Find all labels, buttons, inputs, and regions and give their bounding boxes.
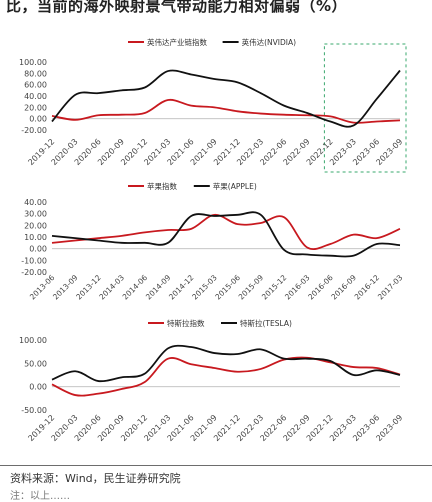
y-tick-label: 0.00 [29, 115, 47, 124]
chart-tesla: 100.0050.000.00-50.002019-122020-032020-… [0, 314, 432, 454]
series-line-1 [52, 346, 400, 382]
legend-label: 特斯拉指数 [167, 318, 205, 328]
y-tick-label: -20.00 [21, 126, 47, 135]
y-tick-label: 60.00 [24, 81, 47, 90]
y-tick-label: -50.00 [21, 406, 47, 415]
y-tick-label: 20.00 [24, 103, 47, 112]
legend-label: 苹果指数 [147, 181, 177, 191]
y-tick-label: -20.00 [21, 268, 47, 277]
y-tick-label: 20.00 [24, 221, 47, 230]
legend-label: 英伟达产业链指数 [147, 37, 207, 47]
page-title: 比，当前的海外映射景气带动能力相对偏弱（%） [6, 0, 347, 16]
chart-nvidia: 100.0080.0060.0040.0020.000.00-20.002019… [0, 32, 432, 182]
series-line-0 [52, 215, 400, 249]
chart-apple: 40.0030.0020.0010.000.00-10.00-20.002013… [0, 178, 432, 304]
series-line-0 [52, 358, 400, 396]
y-tick-label: 80.00 [24, 69, 47, 78]
y-tick-label: 0.00 [29, 245, 47, 254]
legend-label: 英伟达(NVIDIA) [242, 37, 296, 47]
y-tick-label: 10.00 [24, 233, 47, 242]
y-tick-label: 0.00 [29, 383, 47, 392]
y-tick-label: 100.00 [19, 58, 47, 67]
y-tick-label: -10.00 [21, 256, 47, 265]
y-tick-label: 50.00 [24, 359, 47, 368]
y-tick-label: 40.00 [24, 198, 47, 207]
y-tick-label: 100.00 [19, 336, 47, 345]
y-tick-label: 40.00 [24, 92, 47, 101]
legend-label: 苹果(APPLE) [213, 181, 257, 191]
x-tick-label: 2017-03 [376, 273, 405, 302]
divider-rule [0, 465, 432, 466]
source-note: 资料来源：Wind，民生证券研究院 [10, 470, 181, 486]
series-line-0 [52, 100, 400, 123]
y-tick-label: 30.00 [24, 210, 47, 219]
footnote: 注：以上…… [10, 487, 70, 502]
legend-label: 特斯拉(TESLA) [240, 318, 292, 328]
